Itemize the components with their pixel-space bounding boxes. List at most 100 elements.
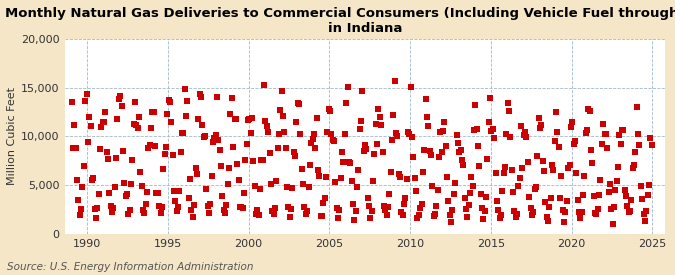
Point — [444, 213, 455, 217]
Point — [543, 218, 554, 223]
Point — [232, 162, 242, 166]
Point — [406, 85, 416, 89]
Point — [495, 213, 506, 217]
Point — [194, 92, 205, 96]
Point — [467, 183, 478, 188]
Point — [548, 168, 559, 172]
Point — [322, 130, 333, 134]
Point — [643, 183, 654, 187]
Point — [225, 112, 236, 117]
Point — [608, 221, 618, 226]
Point — [81, 92, 92, 96]
Point — [539, 169, 549, 174]
Point — [559, 220, 570, 224]
Point — [84, 115, 95, 119]
Point — [622, 204, 632, 208]
Point — [560, 210, 571, 214]
Point — [124, 208, 135, 212]
Point — [85, 124, 96, 128]
Point — [556, 174, 567, 178]
Point — [150, 144, 161, 148]
Point — [448, 192, 459, 196]
Point — [394, 172, 404, 176]
Point — [616, 128, 627, 133]
Point — [217, 194, 227, 198]
Point — [298, 182, 308, 186]
Point — [506, 168, 517, 172]
Point — [566, 125, 576, 130]
Point — [173, 205, 184, 209]
Point — [89, 207, 100, 211]
Point — [375, 115, 385, 119]
Point — [92, 206, 103, 210]
Point — [512, 212, 522, 216]
Point — [509, 209, 520, 214]
Point — [286, 207, 296, 211]
Point — [477, 206, 487, 210]
Point — [213, 138, 224, 142]
Point — [472, 144, 483, 148]
Point — [540, 200, 551, 204]
Point — [377, 150, 388, 154]
Point — [601, 132, 612, 136]
Point — [489, 136, 500, 140]
Point — [308, 132, 319, 136]
Point — [385, 170, 396, 174]
Y-axis label: Million Cubic Feet: Million Cubic Feet — [7, 87, 17, 185]
Point — [403, 130, 414, 134]
Point — [248, 159, 259, 163]
Point — [627, 165, 638, 170]
Point — [353, 168, 364, 173]
Point — [208, 140, 219, 144]
Point — [327, 138, 338, 142]
Point — [463, 202, 474, 207]
Point — [398, 213, 408, 217]
Point — [192, 172, 202, 176]
Point — [501, 132, 512, 136]
Point — [158, 166, 169, 171]
Point — [345, 161, 356, 166]
Point — [291, 120, 302, 124]
Point — [167, 153, 178, 157]
Point — [202, 204, 213, 208]
Point — [631, 105, 642, 109]
Point — [619, 188, 630, 192]
Point — [360, 142, 371, 147]
Point — [605, 182, 616, 186]
Point — [153, 191, 163, 195]
Point — [140, 202, 151, 206]
Point — [429, 212, 440, 216]
Point — [508, 189, 518, 194]
Point — [212, 95, 223, 99]
Point — [99, 120, 109, 125]
Point — [400, 196, 411, 200]
Point — [383, 205, 394, 209]
Point — [420, 97, 431, 101]
Point — [564, 163, 575, 167]
Point — [120, 193, 131, 198]
Text: Source: U.S. Energy Information Administration: Source: U.S. Energy Information Administ… — [7, 262, 253, 272]
Point — [517, 166, 528, 170]
Point — [402, 177, 412, 182]
Point — [189, 203, 200, 208]
Point — [174, 188, 185, 193]
Point — [352, 185, 362, 189]
Point — [73, 197, 84, 202]
Point — [166, 120, 177, 125]
Point — [269, 206, 280, 210]
Point — [424, 149, 435, 153]
Point — [317, 214, 327, 218]
Point — [135, 169, 146, 174]
Point — [414, 206, 425, 210]
Point — [249, 184, 260, 188]
Point — [264, 150, 275, 155]
Point — [372, 142, 383, 147]
Point — [177, 131, 188, 135]
Point — [589, 194, 599, 198]
Point — [451, 133, 462, 137]
Point — [411, 189, 422, 193]
Point — [211, 133, 221, 138]
Point — [346, 178, 357, 183]
Point — [310, 146, 321, 150]
Point — [333, 216, 344, 220]
